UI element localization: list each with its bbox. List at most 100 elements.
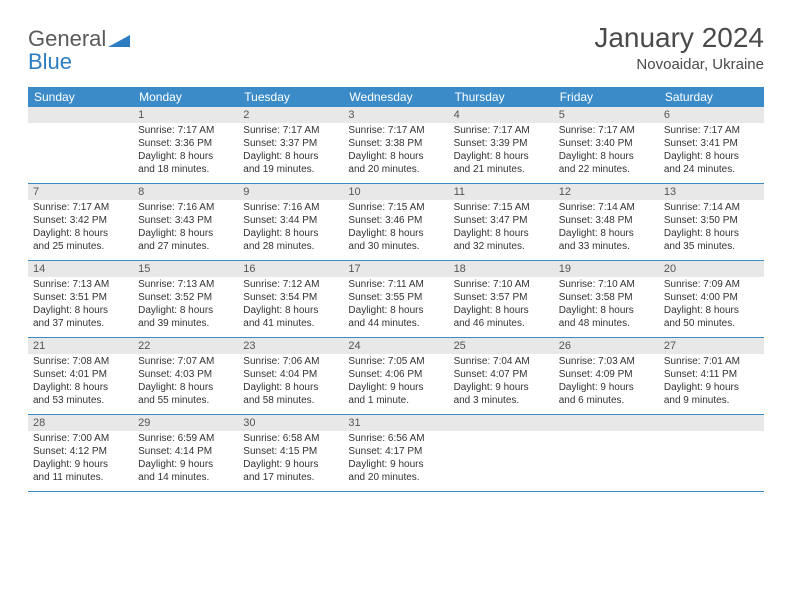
daylight-text-2: and 27 minutes. <box>138 241 233 254</box>
sunrise-text: Sunrise: 7:08 AM <box>33 356 128 369</box>
day-number: 25 <box>449 338 554 354</box>
day-number: 24 <box>343 338 448 354</box>
week-row: 28Sunrise: 7:00 AMSunset: 4:12 PMDayligh… <box>28 415 764 492</box>
day-number: 12 <box>554 184 659 200</box>
day-header-thu: Thursday <box>449 87 554 107</box>
day-cell: 10 Sunrise: 7:15 AMSunset: 3:46 PMDayligh… <box>343 184 448 260</box>
sunrise-text: Sunrise: 7:00 AM <box>33 433 128 446</box>
sunset-text: Sunset: 3:41 PM <box>664 138 759 151</box>
day-details: Sunrise: 7:17 AMSunset: 3:37 PMDaylight:… <box>243 125 338 176</box>
daylight-text-2: and 20 minutes. <box>348 472 443 485</box>
day-headers-row: Sunday Monday Tuesday Wednesday Thursday… <box>28 87 764 107</box>
day-number: 10 <box>343 184 448 200</box>
daylight-text-1: Daylight: 8 hours <box>348 228 443 241</box>
day-number <box>659 415 764 431</box>
day-details: Sunrise: 7:15 AMSunset: 3:46 PMDaylight:… <box>348 202 443 253</box>
sunset-text: Sunset: 4:12 PM <box>33 446 128 459</box>
day-cell: 20Sunrise: 7:09 AMSunset: 4:00 PMDayligh… <box>659 261 764 337</box>
day-details: Sunrise: 7:03 AMSunset: 4:09 PMDaylight:… <box>559 356 654 407</box>
sunset-text: Sunset: 4:14 PM <box>138 446 233 459</box>
day-details: Sunrise: 7:10 AMSunset: 3:57 PMDaylight:… <box>454 279 549 330</box>
sunrise-text: Sunrise: 7:17 AM <box>348 125 443 138</box>
logo: General Blue <box>28 22 130 73</box>
day-details: Sunrise: 7:12 AMSunset: 3:54 PMDaylight:… <box>243 279 338 330</box>
sunrise-text: Sunrise: 6:58 AM <box>243 433 338 446</box>
day-cell: 23Sunrise: 7:06 AMSunset: 4:04 PMDayligh… <box>238 338 343 414</box>
sunset-text: Sunset: 3:36 PM <box>138 138 233 151</box>
day-cell <box>449 415 554 491</box>
day-number: 19 <box>554 261 659 277</box>
sunset-text: Sunset: 3:58 PM <box>559 292 654 305</box>
daylight-text-1: Daylight: 8 hours <box>664 151 759 164</box>
daylight-text-2: and 39 minutes. <box>138 318 233 331</box>
logo-word2: Blue <box>28 49 72 74</box>
daylight-text-2: and 9 minutes. <box>664 395 759 408</box>
day-details: Sunrise: 7:09 AMSunset: 4:00 PMDaylight:… <box>664 279 759 330</box>
day-number: 15 <box>133 261 238 277</box>
sunrise-text: Sunrise: 7:01 AM <box>664 356 759 369</box>
day-details: Sunrise: 7:17 AMSunset: 3:39 PMDaylight:… <box>454 125 549 176</box>
sunset-text: Sunset: 3:44 PM <box>243 215 338 228</box>
day-details: Sunrise: 7:17 AMSunset: 3:38 PMDaylight:… <box>348 125 443 176</box>
sunrise-text: Sunrise: 7:07 AM <box>138 356 233 369</box>
day-number: 22 <box>133 338 238 354</box>
day-header-fri: Friday <box>554 87 659 107</box>
daylight-text-1: Daylight: 9 hours <box>33 459 128 472</box>
daylight-text-2: and 20 minutes. <box>348 164 443 177</box>
sunrise-text: Sunrise: 7:13 AM <box>33 279 128 292</box>
daylight-text-2: and 58 minutes. <box>243 395 338 408</box>
sunrise-text: Sunrise: 7:14 AM <box>664 202 759 215</box>
day-header-sun: Sunday <box>28 87 133 107</box>
week-row: 1Sunrise: 7:17 AMSunset: 3:36 PMDaylight… <box>28 107 764 184</box>
sunrise-text: Sunrise: 7:17 AM <box>664 125 759 138</box>
sunset-text: Sunset: 4:17 PM <box>348 446 443 459</box>
daylight-text-1: Daylight: 8 hours <box>454 151 549 164</box>
header: General Blue January 2024 Novoaidar, Ukr… <box>28 22 764 73</box>
daylight-text-2: and 30 minutes. <box>348 241 443 254</box>
sunset-text: Sunset: 3:43 PM <box>138 215 233 228</box>
daylight-text-1: Daylight: 8 hours <box>559 151 654 164</box>
daylight-text-2: and 22 minutes. <box>559 164 654 177</box>
sunset-text: Sunset: 4:15 PM <box>243 446 338 459</box>
day-cell: 17Sunrise: 7:11 AMSunset: 3:55 PMDayligh… <box>343 261 448 337</box>
sunrise-text: Sunrise: 7:05 AM <box>348 356 443 369</box>
sunset-text: Sunset: 3:42 PM <box>33 215 128 228</box>
day-details: Sunrise: 7:08 AMSunset: 4:01 PMDaylight:… <box>33 356 128 407</box>
sunset-text: Sunset: 3:50 PM <box>664 215 759 228</box>
day-cell: 1Sunrise: 7:17 AMSunset: 3:36 PMDaylight… <box>133 107 238 183</box>
sunset-text: Sunset: 3:47 PM <box>454 215 549 228</box>
day-cell: 18Sunrise: 7:10 AMSunset: 3:57 PMDayligh… <box>449 261 554 337</box>
sunset-text: Sunset: 3:48 PM <box>559 215 654 228</box>
daylight-text-2: and 41 minutes. <box>243 318 338 331</box>
daylight-text-1: Daylight: 8 hours <box>33 228 128 241</box>
daylight-text-2: and 37 minutes. <box>33 318 128 331</box>
day-details: Sunrise: 7:14 AMSunset: 3:48 PMDaylight:… <box>559 202 654 253</box>
daylight-text-1: Daylight: 8 hours <box>138 305 233 318</box>
sunset-text: Sunset: 4:04 PM <box>243 369 338 382</box>
day-details: Sunrise: 6:56 AMSunset: 4:17 PMDaylight:… <box>348 433 443 484</box>
day-number: 27 <box>659 338 764 354</box>
day-number: 23 <box>238 338 343 354</box>
day-details: Sunrise: 7:04 AMSunset: 4:07 PMDaylight:… <box>454 356 549 407</box>
daylight-text-1: Daylight: 8 hours <box>454 228 549 241</box>
day-cell: 4Sunrise: 7:17 AMSunset: 3:39 PMDaylight… <box>449 107 554 183</box>
sunrise-text: Sunrise: 7:10 AM <box>454 279 549 292</box>
daylight-text-2: and 44 minutes. <box>348 318 443 331</box>
sunrise-text: Sunrise: 7:13 AM <box>138 279 233 292</box>
day-number: 6 <box>659 107 764 123</box>
day-number <box>554 415 659 431</box>
sunrise-text: Sunrise: 6:59 AM <box>138 433 233 446</box>
sunset-text: Sunset: 3:38 PM <box>348 138 443 151</box>
day-number: 26 <box>554 338 659 354</box>
day-cell: 22Sunrise: 7:07 AMSunset: 4:03 PMDayligh… <box>133 338 238 414</box>
sunset-text: Sunset: 3:39 PM <box>454 138 549 151</box>
day-cell: 26 Sunrise: 7:03 AMSunset: 4:09 PMDayligh… <box>554 338 659 414</box>
weeks-container: 1Sunrise: 7:17 AMSunset: 3:36 PMDaylight… <box>28 107 764 492</box>
day-cell: 16Sunrise: 7:12 AMSunset: 3:54 PMDayligh… <box>238 261 343 337</box>
daylight-text-2: and 53 minutes. <box>33 395 128 408</box>
day-number <box>449 415 554 431</box>
sunrise-text: Sunrise: 7:16 AM <box>138 202 233 215</box>
logo-triangle-icon <box>108 29 130 51</box>
sunrise-text: Sunrise: 7:04 AM <box>454 356 549 369</box>
day-details: Sunrise: 7:01 AMSunset: 4:11 PMDaylight:… <box>664 356 759 407</box>
